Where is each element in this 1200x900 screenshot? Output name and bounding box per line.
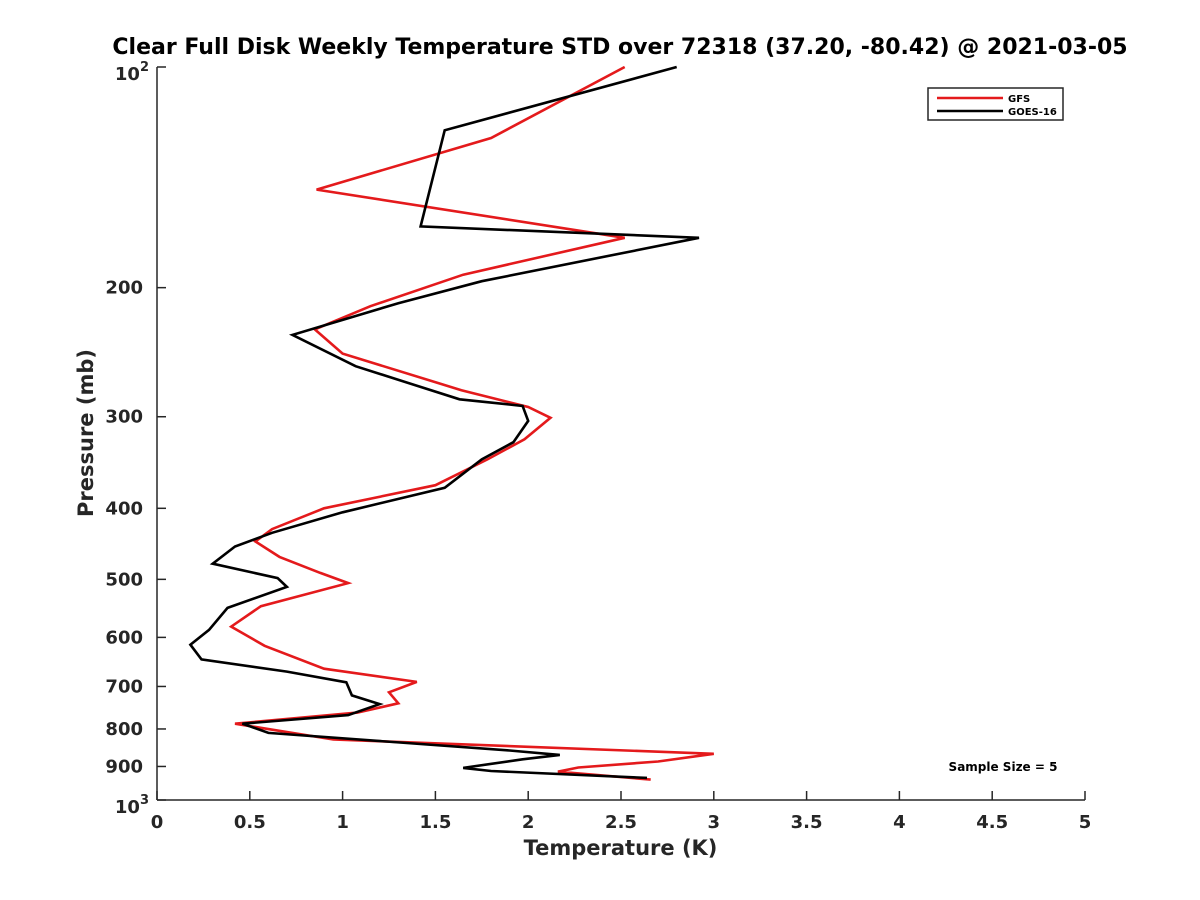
legend-label: GFS [1008, 94, 1030, 105]
y-tick-label: 900 [105, 756, 143, 777]
x-axis-label: Temperature (K) [524, 836, 718, 860]
y-axis-label: Pressure (mb) [74, 349, 98, 517]
y-tick-label: 700 [105, 676, 143, 697]
legend-label: GOES-16 [1008, 107, 1057, 118]
x-tick-label: 4 [893, 812, 906, 833]
x-tick-label: 2.5 [605, 812, 637, 833]
x-tick-label: 3.5 [791, 812, 823, 833]
x-tick-label: 3 [708, 812, 721, 833]
legend: GFS GOES-16 [927, 87, 1064, 121]
y-tick-label: 103 [115, 793, 149, 818]
chart-title: Clear Full Disk Weekly Temperature STD o… [112, 35, 1127, 60]
series-line-goes-16 [188, 65, 700, 780]
x-tick-label: 0 [151, 812, 164, 833]
legend-box [927, 87, 1064, 121]
sample-size-annotation: Sample Size = 5 [949, 760, 1058, 774]
y-tick-label: 400 [105, 498, 143, 519]
y-tick-label: 600 [105, 627, 143, 648]
y-tick-label: 800 [105, 719, 143, 740]
x-tick-label: 2 [522, 812, 535, 833]
y-tick-label: 300 [105, 407, 143, 428]
x-tick-label: 1.5 [419, 812, 451, 833]
x-tick-label: 4.5 [976, 812, 1008, 833]
y-tick-label: 200 [105, 278, 143, 299]
plot-area: 0 0.5 1 1.5 2 2.5 3 3.5 4 4.5 5 102 200 300 400 500 600 7… [105, 60, 1091, 833]
x-tick-label: 5 [1079, 812, 1092, 833]
series-line-gfs [228, 65, 714, 781]
x-tick-label: 1 [336, 812, 349, 833]
x-tick-label: 0.5 [234, 812, 266, 833]
y-tick-label: 102 [115, 60, 149, 85]
y-tick-label: 500 [105, 569, 143, 590]
